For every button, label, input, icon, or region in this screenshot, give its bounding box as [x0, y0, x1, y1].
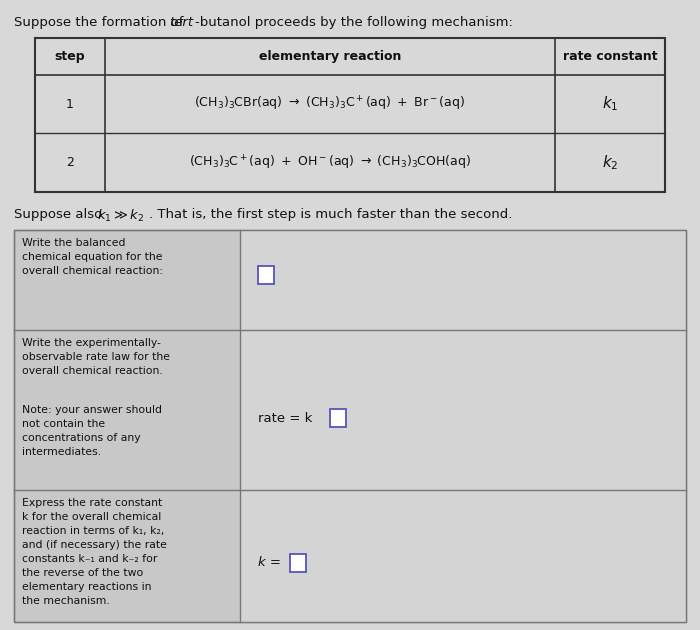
Text: $k_1$: $k_1$	[602, 94, 618, 113]
Bar	[240, 330, 686, 490]
Text: rate constant: rate constant	[563, 50, 657, 63]
Text: step: step	[55, 50, 85, 63]
Text: Suppose also: Suppose also	[14, 208, 106, 221]
Bar	[14, 230, 686, 622]
Bar	[35, 38, 665, 192]
Text: $k_1 \gg k_2$: $k_1 \gg k_2$	[97, 208, 144, 224]
Text: Write the experimentally-
observable rate law for the
overall chemical reaction.: Write the experimentally- observable rat…	[22, 338, 170, 376]
Text: -butanol proceeds by the following mechanism:: -butanol proceeds by the following mecha…	[195, 16, 513, 29]
Text: Express the rate constant
k for the overall chemical
reaction in terms of k₁, k₂: Express the rate constant k for the over…	[22, 498, 167, 606]
Text: $\mathregular{(CH_3)_3C^+(aq)\ +\ OH^-(aq)\ \rightarrow\ (CH_3)_3COH(aq)}$: $\mathregular{(CH_3)_3C^+(aq)\ +\ OH^-(a…	[189, 153, 471, 171]
Text: elementary reaction: elementary reaction	[259, 50, 401, 63]
Text: 2: 2	[66, 156, 74, 169]
Text: 1: 1	[66, 98, 74, 110]
Text: $k_2$: $k_2$	[602, 153, 618, 172]
Bar	[330, 409, 346, 427]
Text: k =: k =	[258, 556, 281, 569]
Bar	[290, 554, 306, 571]
Bar	[14, 230, 686, 622]
Bar	[258, 266, 274, 284]
Bar	[240, 230, 686, 330]
Text: Note: your answer should
not contain the
concentrations of any
intermediates.: Note: your answer should not contain the…	[22, 405, 162, 457]
Bar	[240, 490, 686, 622]
Text: . That is, the first step is much faster than the second.: . That is, the first step is much faster…	[149, 208, 512, 221]
Text: Suppose the formation of: Suppose the formation of	[14, 16, 188, 29]
Text: Write the balanced
chemical equation for the
overall chemical reaction:: Write the balanced chemical equation for…	[22, 238, 163, 276]
Text: $\mathregular{(CH_3)_3CBr(aq)\ \rightarrow\ (CH_3)_3C^+(aq)\ +\ Br^-(aq)}$: $\mathregular{(CH_3)_3CBr(aq)\ \rightarr…	[195, 95, 466, 113]
Text: tert: tert	[169, 16, 193, 29]
Text: rate = k: rate = k	[258, 411, 312, 425]
